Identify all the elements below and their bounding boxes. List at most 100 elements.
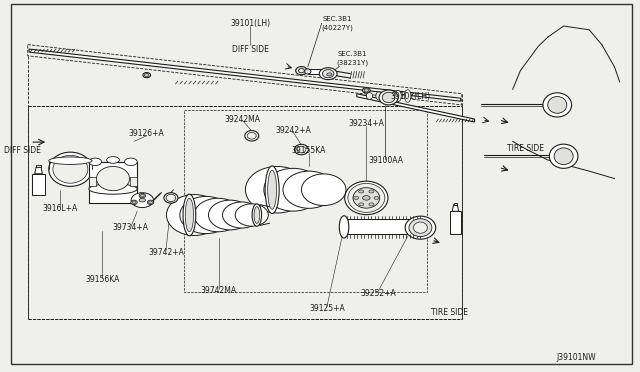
Text: 3916L+A: 3916L+A [42, 204, 77, 213]
Bar [450, 211, 461, 234]
Ellipse shape [382, 92, 395, 103]
Ellipse shape [264, 168, 323, 211]
Text: 39242MA: 39242MA [225, 115, 261, 124]
Ellipse shape [554, 148, 573, 165]
Ellipse shape [254, 207, 260, 223]
Text: 39101(LH): 39101(LH) [230, 19, 271, 28]
Text: J39101NW: J39101NW [557, 353, 596, 362]
Ellipse shape [145, 74, 149, 77]
Text: 39156KA: 39156KA [85, 275, 120, 284]
Ellipse shape [362, 196, 370, 200]
Text: 39742+A: 39742+A [148, 248, 184, 257]
Text: 39234+A: 39234+A [348, 119, 384, 128]
Ellipse shape [358, 190, 364, 193]
Ellipse shape [166, 195, 223, 235]
Ellipse shape [49, 157, 92, 164]
Ellipse shape [294, 144, 308, 155]
Ellipse shape [236, 204, 268, 226]
Ellipse shape [369, 203, 374, 206]
Text: TIRE SIDE: TIRE SIDE [507, 144, 544, 153]
Ellipse shape [194, 198, 242, 232]
Text: 39126+A: 39126+A [129, 129, 164, 138]
Polygon shape [28, 45, 462, 105]
Ellipse shape [147, 200, 154, 205]
Ellipse shape [131, 193, 154, 208]
Polygon shape [35, 167, 42, 174]
Ellipse shape [283, 171, 335, 208]
Ellipse shape [301, 174, 346, 205]
Ellipse shape [362, 88, 370, 93]
Ellipse shape [132, 201, 136, 204]
Ellipse shape [379, 90, 398, 105]
Ellipse shape [385, 91, 392, 101]
Ellipse shape [89, 184, 137, 194]
Ellipse shape [140, 195, 144, 197]
Polygon shape [356, 94, 474, 122]
Ellipse shape [89, 158, 102, 166]
Ellipse shape [348, 183, 385, 212]
Ellipse shape [354, 196, 358, 199]
Text: (38231Y): (38231Y) [336, 60, 369, 67]
Ellipse shape [296, 67, 307, 75]
Bar [36, 165, 41, 167]
Polygon shape [29, 49, 461, 101]
Ellipse shape [139, 198, 145, 202]
Text: 39252+A: 39252+A [360, 289, 396, 298]
Text: TIRE SIDE: TIRE SIDE [431, 308, 468, 317]
Polygon shape [184, 110, 427, 292]
Ellipse shape [244, 131, 259, 141]
Ellipse shape [345, 181, 388, 215]
Ellipse shape [164, 193, 178, 203]
Ellipse shape [376, 92, 382, 100]
Ellipse shape [339, 216, 349, 238]
Text: SEC.3B1: SEC.3B1 [323, 16, 353, 22]
Ellipse shape [549, 144, 578, 168]
Ellipse shape [49, 152, 92, 186]
Ellipse shape [413, 222, 428, 233]
Bar [32, 174, 45, 195]
Bar [89, 177, 97, 186]
Bar [344, 219, 424, 234]
Ellipse shape [209, 200, 252, 230]
Text: (40227Y): (40227Y) [322, 25, 354, 31]
Ellipse shape [374, 196, 379, 199]
Bar [454, 203, 458, 205]
Text: 39125+A: 39125+A [309, 304, 345, 313]
Ellipse shape [97, 167, 129, 191]
Ellipse shape [143, 73, 150, 78]
Text: DIFF SIDE: DIFF SIDE [4, 146, 41, 155]
Ellipse shape [139, 193, 145, 198]
Ellipse shape [369, 190, 374, 193]
Text: 39734+A: 39734+A [113, 223, 149, 232]
Ellipse shape [247, 132, 256, 139]
Ellipse shape [180, 196, 232, 234]
Text: SEC.3B1: SEC.3B1 [337, 51, 367, 57]
Ellipse shape [268, 170, 276, 209]
Ellipse shape [183, 194, 196, 236]
Ellipse shape [305, 69, 311, 74]
Text: 39742MA: 39742MA [200, 286, 237, 295]
Ellipse shape [252, 204, 262, 226]
Text: 39101(LH): 39101(LH) [391, 92, 431, 101]
Ellipse shape [395, 90, 401, 102]
Ellipse shape [107, 157, 120, 163]
Ellipse shape [297, 146, 306, 153]
Bar [308, 69, 322, 74]
Ellipse shape [298, 68, 304, 73]
Text: 39100AA: 39100AA [368, 156, 403, 165]
Ellipse shape [53, 155, 88, 183]
Ellipse shape [409, 219, 432, 237]
Ellipse shape [223, 202, 260, 228]
Ellipse shape [125, 158, 137, 166]
Text: 39242+A: 39242+A [275, 126, 311, 135]
Ellipse shape [353, 188, 380, 208]
Polygon shape [28, 106, 462, 319]
Bar [129, 177, 137, 186]
Ellipse shape [543, 93, 572, 117]
Ellipse shape [319, 68, 337, 80]
Polygon shape [452, 205, 459, 211]
Bar [89, 162, 137, 203]
Ellipse shape [245, 167, 309, 213]
Ellipse shape [166, 194, 176, 202]
Ellipse shape [131, 200, 137, 205]
